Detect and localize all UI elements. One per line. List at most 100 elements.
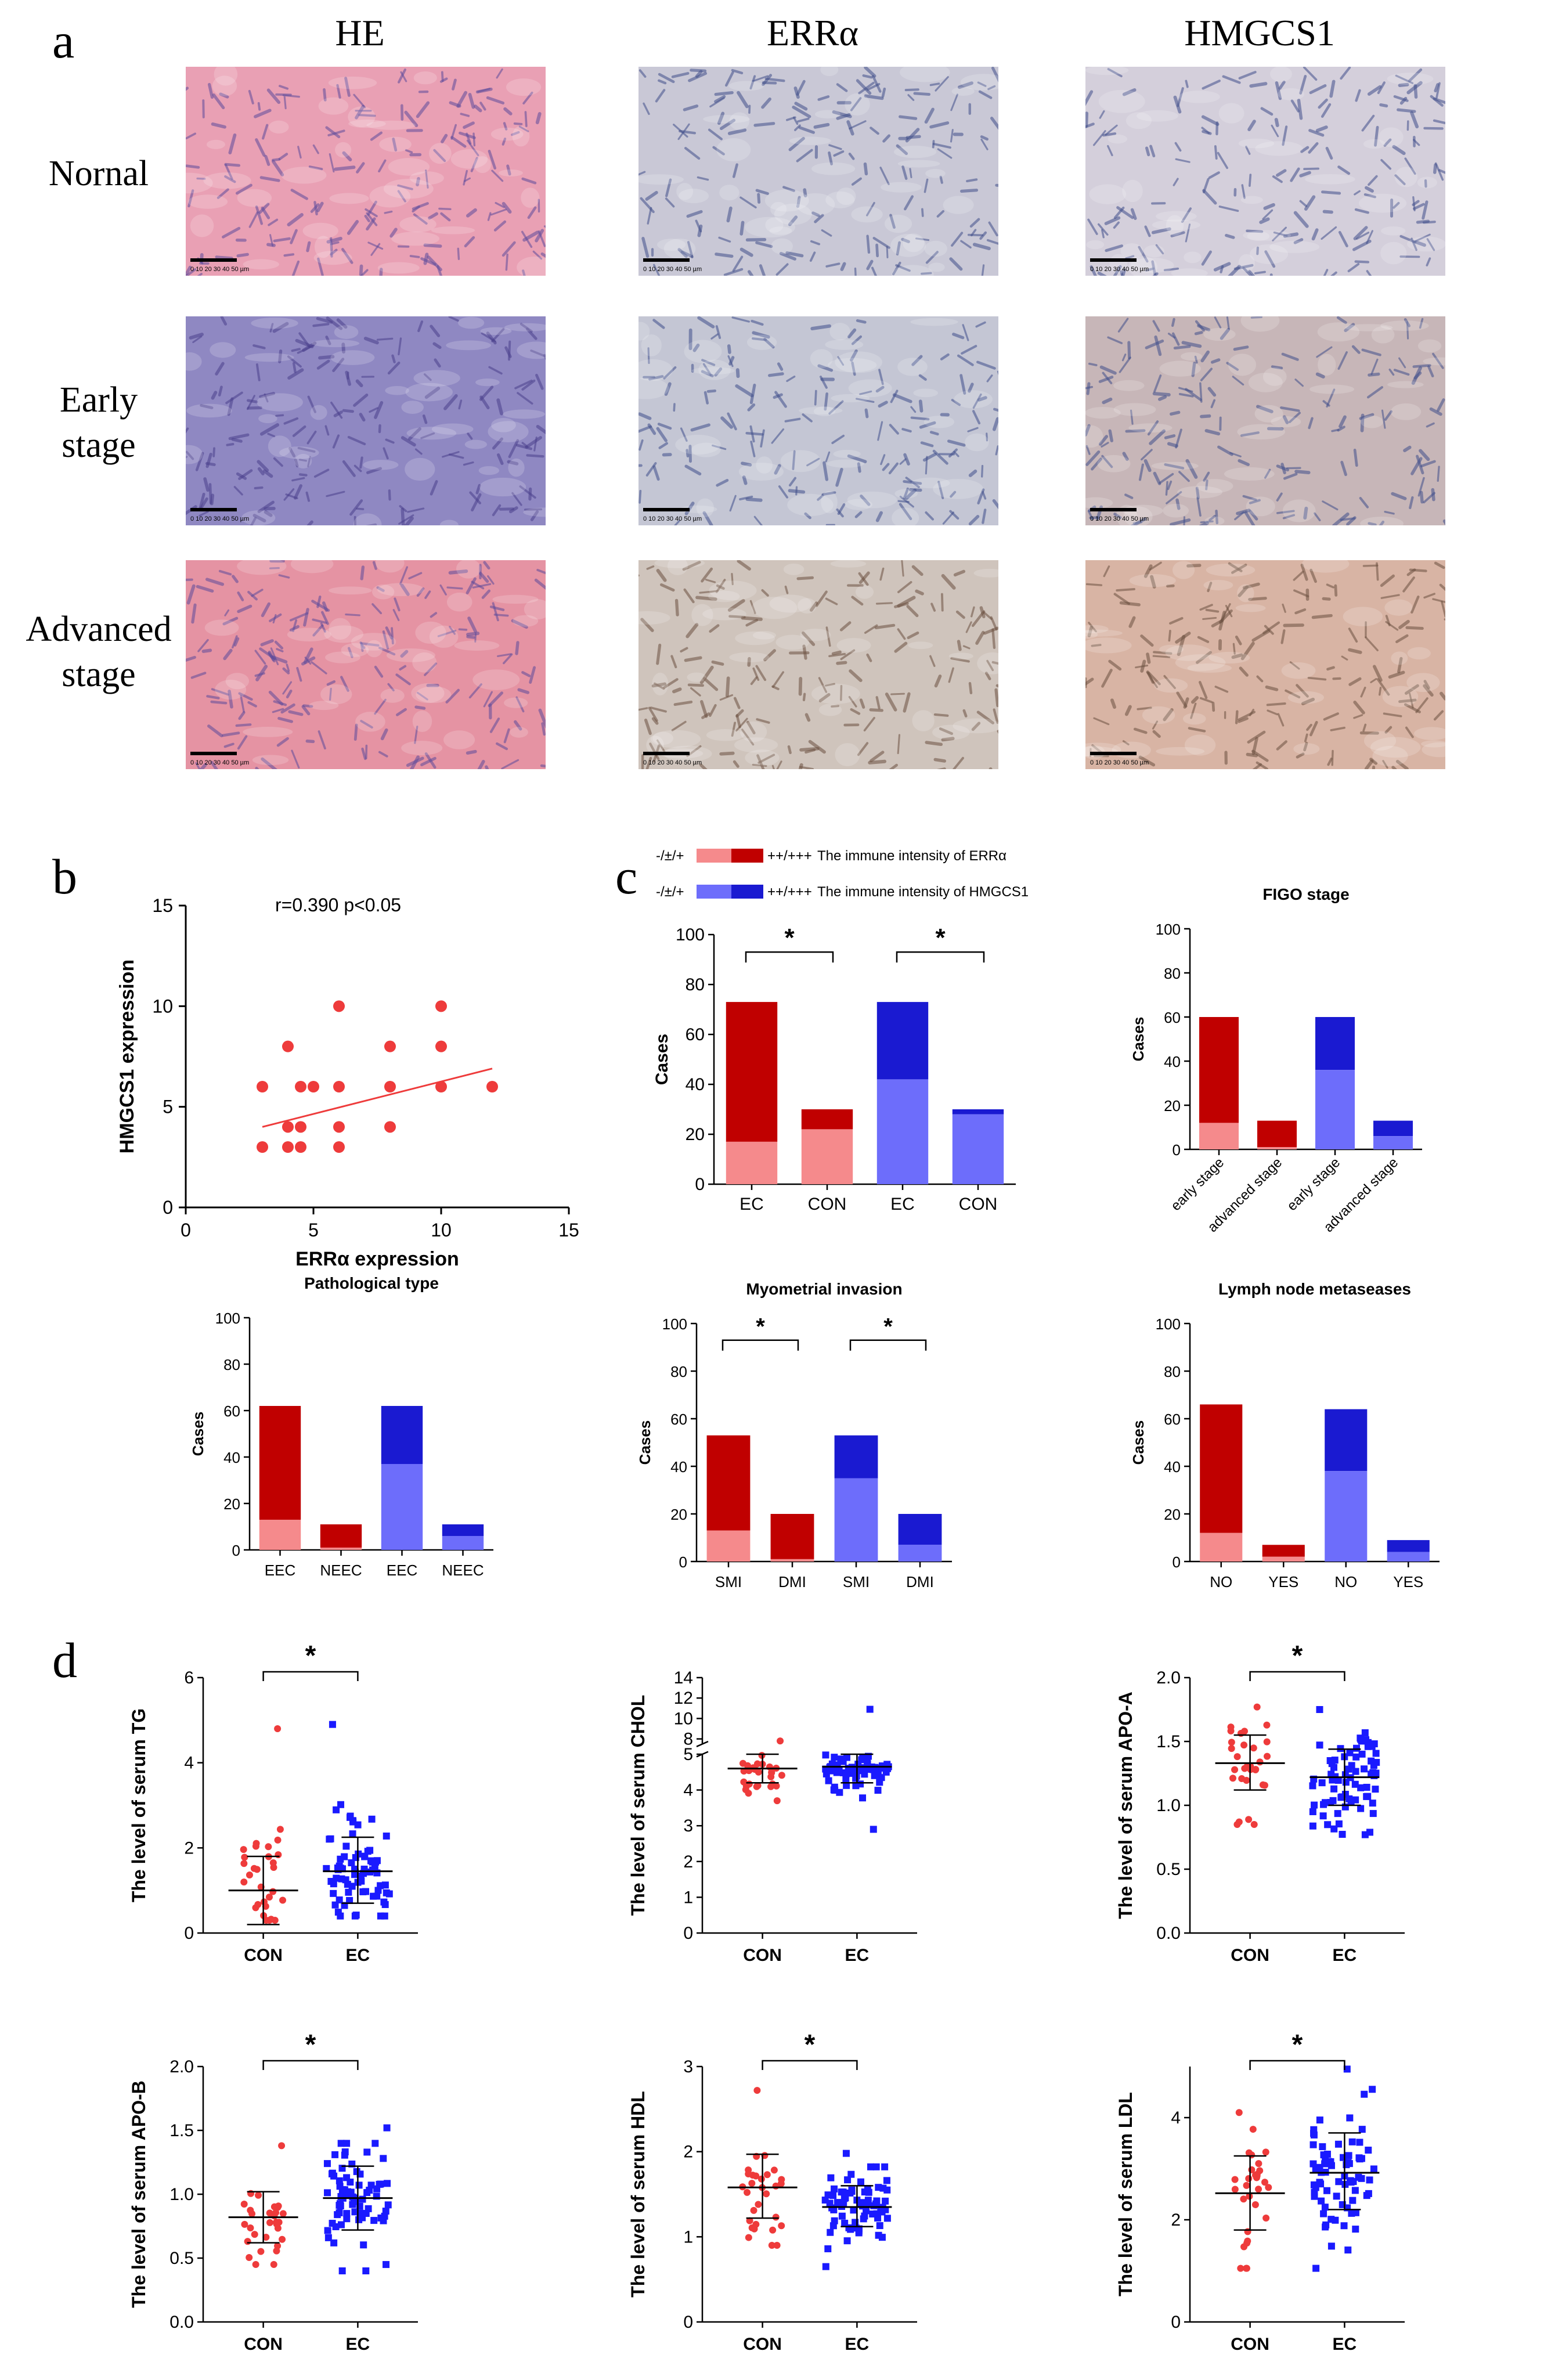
tissue-nucleus <box>278 85 289 90</box>
tissue-space <box>924 240 947 257</box>
tissue-nucleus <box>316 359 330 370</box>
tissue-nucleus <box>665 197 675 208</box>
tissue-space <box>953 718 998 734</box>
data-point <box>1321 2204 1329 2211</box>
y-tick-label: 0 <box>683 1924 693 1943</box>
tissue-space <box>1363 731 1397 751</box>
tissue-space <box>450 149 488 169</box>
x-tick-label: EC <box>890 1195 915 1214</box>
tissue-space <box>325 651 360 663</box>
tissue-space <box>1358 193 1407 213</box>
tissue-nucleus <box>879 167 890 185</box>
bar-high-intensity <box>1373 1120 1413 1137</box>
x-tick-label: 5 <box>308 1220 319 1241</box>
tissue-nucleus <box>259 647 276 661</box>
tissue-nucleus <box>1281 352 1299 361</box>
tissue-space <box>833 449 861 459</box>
tissue-nucleus <box>702 677 719 691</box>
tissue-space <box>1122 179 1143 203</box>
data-point <box>767 1783 775 1790</box>
tissue-nucleus <box>507 460 519 466</box>
tissue-nucleus <box>1113 593 1130 605</box>
tissue-nucleus <box>809 601 818 612</box>
significance-bracket <box>745 951 834 963</box>
y-tick-label: 40 <box>686 1075 705 1094</box>
tissue-nucleus <box>1282 125 1288 146</box>
data-point <box>773 2242 781 2249</box>
tissue-nucleus <box>1406 81 1423 95</box>
tissue-nucleus <box>840 684 843 701</box>
panel-c-chart-lymph: Lymph node metaseases020406080100CasesNO… <box>1130 1280 1440 1591</box>
data-point <box>852 1782 860 1790</box>
scale-bar-label: 0 10 20 30 40 50 µm <box>643 266 702 273</box>
tissue-nucleus <box>638 425 652 433</box>
tissue-space <box>657 239 686 251</box>
tissue-nucleus <box>825 451 831 463</box>
tissue-nucleus <box>796 80 806 96</box>
x-tick-label: CON <box>244 2335 283 2354</box>
data-point <box>842 2150 850 2157</box>
tissue-nucleus <box>384 210 393 214</box>
tissue-nucleus <box>1398 357 1406 369</box>
tissue-nucleus <box>1404 684 1419 695</box>
tissue-space <box>765 217 784 233</box>
data-point <box>279 2235 286 2243</box>
tissue-nucleus <box>648 375 664 381</box>
tissue-nucleus <box>1326 388 1336 408</box>
y-tick-label: 0 <box>163 1197 173 1218</box>
tissue-nucleus <box>815 590 828 607</box>
tissue-nucleus <box>1385 621 1399 631</box>
panel-d-letter: d <box>52 1632 77 1688</box>
tissue-texture <box>186 67 546 276</box>
tissue-nucleus <box>1282 603 1286 613</box>
tissue-nucleus <box>992 499 998 510</box>
tissue-nucleus <box>911 355 923 366</box>
tissue-nucleus <box>716 479 729 487</box>
tissue-nucleus <box>687 241 694 258</box>
tissue-nucleus <box>995 684 998 688</box>
bar-high-intensity <box>876 1002 929 1080</box>
tissue-nucleus <box>772 671 784 688</box>
tissue-nucleus <box>233 486 243 496</box>
tissue-nucleus <box>450 124 457 140</box>
tissue-nucleus <box>652 465 660 481</box>
tissue-nucleus <box>1264 625 1274 635</box>
tissue-nucleus <box>794 102 808 111</box>
data-point <box>1343 2065 1351 2073</box>
data-point <box>871 1772 878 1779</box>
tissue-space <box>1371 326 1395 344</box>
data-point <box>275 1851 282 1859</box>
tissue-nucleus <box>702 511 713 525</box>
tissue-nucleus <box>1135 664 1149 669</box>
data-point <box>1245 1816 1253 1823</box>
tissue-space <box>1380 320 1429 331</box>
tissue-nucleus <box>540 252 546 258</box>
tissue-nucleus <box>466 208 477 218</box>
col-head-hmgcs1: HMGCS1 <box>1184 12 1335 53</box>
tissue-nucleus <box>1260 107 1274 116</box>
tissue-nucleus <box>978 90 993 99</box>
tissue-nucleus <box>1283 623 1304 628</box>
tissue-nucleus <box>1174 142 1182 152</box>
tissue-nucleus <box>535 373 544 390</box>
tissue-nucleus <box>1146 652 1151 664</box>
tissue-nucleus <box>1097 223 1109 236</box>
y-tick-label: 40 <box>223 1449 240 1466</box>
tissue-space <box>638 377 669 399</box>
tissue-nucleus <box>1429 407 1442 416</box>
tissue-nucleus <box>273 700 287 706</box>
tissue-space <box>1248 373 1283 392</box>
tissue-nucleus <box>1277 713 1285 727</box>
tissue-nucleus <box>897 580 912 593</box>
tissue-nucleus <box>1368 372 1380 377</box>
tissue-space <box>829 323 850 341</box>
data-point <box>341 2151 348 2159</box>
tissue-space <box>446 340 491 351</box>
data-point <box>1256 2167 1264 2175</box>
tissue-nucleus <box>1097 271 1107 276</box>
tissue-space <box>948 652 973 660</box>
data-point <box>768 2242 775 2249</box>
tissue-nucleus <box>835 467 843 487</box>
tissue-nucleus <box>272 708 284 713</box>
